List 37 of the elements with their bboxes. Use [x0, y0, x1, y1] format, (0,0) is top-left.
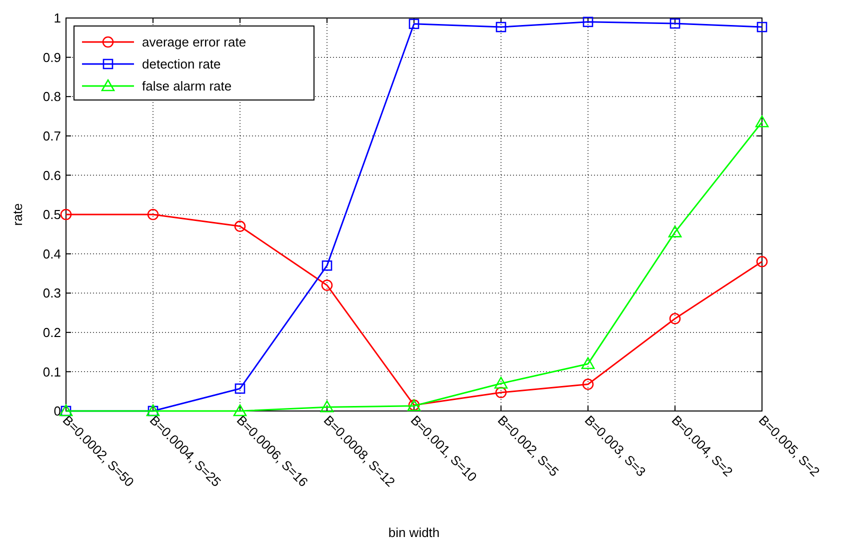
point [669, 312, 681, 324]
y-tick-label: 0.8 [42, 89, 61, 104]
y-tick-label: 0.3 [42, 286, 61, 301]
point [321, 280, 333, 291]
y-tick-label: 0.1 [42, 364, 61, 380]
point [581, 357, 595, 369]
legend-label: false alarm rate [142, 78, 232, 94]
point [234, 383, 246, 394]
point [234, 220, 246, 232]
point [582, 378, 594, 390]
point [322, 260, 332, 271]
legend-label: average error rate [142, 34, 246, 50]
y-tick-label: 0 [54, 404, 61, 419]
y-tick-label: 0.2 [42, 324, 61, 340]
point [494, 376, 508, 389]
point [233, 404, 247, 416]
point [495, 386, 507, 398]
point [668, 226, 682, 238]
y-tick-label: 0.5 [42, 207, 61, 222]
y-tick-label: 0.7 [42, 128, 61, 144]
point [60, 208, 72, 220]
point [408, 18, 420, 30]
y-tick-label: 0.9 [42, 50, 61, 65]
legend-label: detection rate [142, 56, 221, 72]
point [496, 22, 506, 32]
point [670, 18, 680, 29]
y-tick-label: 1 [54, 10, 61, 26]
point [320, 400, 334, 412]
y-axis-title: rate [10, 203, 25, 226]
point [755, 115, 769, 128]
point [756, 22, 768, 32]
y-tick-label: 0.6 [42, 168, 61, 183]
point [756, 256, 768, 268]
point [147, 208, 159, 220]
point [582, 16, 594, 28]
y-tick-label: 0.4 [42, 246, 61, 262]
x-axis-title: bin width [388, 525, 440, 540]
